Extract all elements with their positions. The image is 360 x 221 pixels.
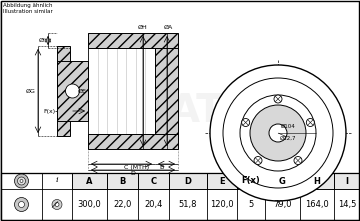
Text: 79,0: 79,0 — [273, 200, 292, 209]
Text: 164,0: 164,0 — [305, 200, 329, 209]
Bar — [334, 173, 360, 189]
Bar — [300, 173, 334, 189]
Text: ØG: ØG — [26, 88, 36, 93]
Text: ØI: ØI — [39, 38, 46, 43]
Circle shape — [14, 174, 28, 188]
Text: G: G — [279, 177, 286, 185]
Text: Abbildung ähnlich
Illustration similar: Abbildung ähnlich Illustration similar — [3, 3, 53, 14]
Text: 14,5: 14,5 — [338, 200, 356, 209]
Bar — [107, 173, 138, 189]
Text: i: i — [56, 176, 58, 184]
Text: A: A — [86, 177, 93, 185]
Text: B: B — [119, 177, 126, 185]
Circle shape — [250, 105, 306, 161]
Bar — [57, 46, 70, 136]
Bar — [88, 134, 178, 149]
Circle shape — [20, 179, 23, 183]
Text: 20,4: 20,4 — [144, 200, 163, 209]
Circle shape — [242, 118, 250, 126]
Bar — [155, 48, 178, 134]
Circle shape — [254, 156, 262, 164]
Text: ØE: ØE — [78, 88, 87, 93]
Bar — [57, 61, 88, 121]
Text: ATE: ATE — [170, 92, 250, 130]
Circle shape — [223, 78, 333, 188]
Text: 22,0: 22,0 — [113, 200, 132, 209]
Circle shape — [14, 198, 28, 211]
Bar — [138, 173, 169, 189]
Text: Ø12,7: Ø12,7 — [280, 136, 297, 141]
Text: E: E — [219, 177, 225, 185]
Text: I: I — [346, 177, 348, 185]
Text: H: H — [314, 177, 320, 185]
Circle shape — [18, 202, 24, 208]
Bar — [265, 173, 300, 189]
Bar — [1, 0, 359, 173]
Bar — [169, 173, 207, 189]
Circle shape — [66, 84, 80, 98]
Bar — [72, 173, 107, 189]
Text: 5: 5 — [248, 200, 254, 209]
Circle shape — [52, 200, 62, 210]
Text: ØH: ØH — [138, 25, 148, 30]
Bar — [88, 48, 155, 134]
Text: D: D — [131, 171, 135, 176]
Text: 51,8: 51,8 — [179, 200, 197, 209]
Bar — [88, 33, 178, 48]
Circle shape — [294, 156, 302, 164]
Text: B: B — [159, 165, 164, 170]
Text: Ø104: Ø104 — [281, 124, 296, 129]
Circle shape — [240, 95, 316, 171]
Circle shape — [210, 65, 346, 201]
Text: 300,0: 300,0 — [78, 200, 102, 209]
Text: ØA: ØA — [163, 25, 173, 30]
Circle shape — [306, 118, 314, 126]
Circle shape — [18, 177, 26, 185]
Bar — [207, 173, 237, 189]
Bar — [237, 173, 265, 189]
Text: D: D — [185, 177, 192, 185]
Text: F(x): F(x) — [242, 177, 260, 185]
Bar — [1, 173, 360, 220]
Circle shape — [55, 202, 59, 206]
Circle shape — [274, 95, 282, 103]
Text: C: C — [150, 177, 157, 185]
Circle shape — [269, 124, 287, 142]
Text: C (MTH): C (MTH) — [124, 165, 149, 170]
Text: 120,0: 120,0 — [210, 200, 234, 209]
Text: F(x): F(x) — [43, 109, 55, 114]
